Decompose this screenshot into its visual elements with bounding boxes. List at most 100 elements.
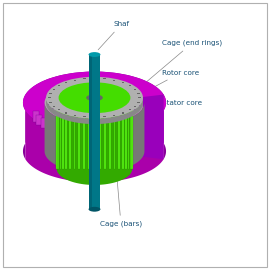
Polygon shape: [93, 101, 96, 169]
Polygon shape: [138, 100, 139, 102]
Polygon shape: [100, 83, 101, 84]
Polygon shape: [113, 115, 115, 116]
Polygon shape: [83, 78, 86, 79]
Polygon shape: [97, 121, 99, 122]
Polygon shape: [113, 80, 115, 81]
Polygon shape: [79, 127, 85, 138]
Polygon shape: [90, 82, 91, 83]
Polygon shape: [137, 96, 139, 97]
Polygon shape: [47, 121, 52, 131]
Ellipse shape: [57, 85, 132, 117]
Polygon shape: [54, 112, 56, 113]
Polygon shape: [132, 92, 133, 93]
Text: Rotor core: Rotor core: [127, 70, 199, 101]
Polygon shape: [137, 93, 140, 94]
Polygon shape: [98, 122, 99, 123]
Polygon shape: [131, 101, 133, 169]
Polygon shape: [53, 108, 55, 109]
Ellipse shape: [89, 52, 100, 57]
Polygon shape: [69, 118, 71, 119]
Polygon shape: [124, 116, 126, 117]
Ellipse shape: [89, 207, 100, 212]
Text: Shaf: Shaf: [98, 21, 129, 50]
Ellipse shape: [59, 82, 130, 113]
Polygon shape: [54, 96, 56, 97]
Polygon shape: [88, 101, 90, 169]
Polygon shape: [65, 101, 67, 169]
Polygon shape: [58, 85, 60, 86]
Polygon shape: [109, 85, 110, 86]
Polygon shape: [131, 113, 132, 114]
Polygon shape: [46, 98, 143, 124]
Polygon shape: [127, 101, 129, 169]
Ellipse shape: [46, 77, 143, 119]
Polygon shape: [72, 86, 74, 87]
Polygon shape: [137, 109, 138, 110]
Polygon shape: [50, 99, 52, 100]
Polygon shape: [77, 121, 79, 122]
Polygon shape: [53, 123, 59, 133]
Polygon shape: [64, 89, 66, 90]
Polygon shape: [53, 106, 55, 107]
Polygon shape: [65, 112, 68, 113]
Polygon shape: [41, 118, 46, 128]
Polygon shape: [71, 86, 73, 87]
Polygon shape: [118, 101, 120, 169]
Polygon shape: [62, 115, 63, 116]
Polygon shape: [125, 101, 127, 169]
Polygon shape: [49, 93, 52, 94]
Polygon shape: [49, 102, 52, 103]
Polygon shape: [90, 83, 92, 84]
Polygon shape: [110, 83, 112, 85]
Ellipse shape: [23, 72, 166, 134]
Polygon shape: [98, 128, 104, 139]
Polygon shape: [58, 109, 60, 110]
Polygon shape: [56, 101, 58, 169]
Polygon shape: [129, 85, 131, 86]
Polygon shape: [89, 128, 94, 139]
Ellipse shape: [45, 81, 144, 124]
Polygon shape: [130, 101, 131, 169]
Polygon shape: [133, 92, 135, 93]
Ellipse shape: [86, 94, 103, 101]
Polygon shape: [104, 101, 106, 169]
Polygon shape: [107, 120, 109, 121]
Polygon shape: [56, 101, 58, 169]
Polygon shape: [133, 109, 135, 110]
Polygon shape: [63, 115, 65, 116]
Polygon shape: [122, 112, 124, 113]
Polygon shape: [100, 84, 101, 85]
Polygon shape: [107, 120, 108, 121]
Polygon shape: [136, 100, 138, 102]
Polygon shape: [114, 101, 116, 169]
Polygon shape: [60, 101, 62, 169]
Polygon shape: [109, 84, 111, 85]
Polygon shape: [137, 105, 139, 106]
Polygon shape: [127, 88, 129, 89]
Polygon shape: [122, 82, 124, 83]
Polygon shape: [74, 80, 76, 81]
Polygon shape: [134, 89, 136, 90]
Polygon shape: [109, 101, 111, 169]
Polygon shape: [89, 55, 92, 209]
Polygon shape: [56, 112, 57, 113]
Polygon shape: [23, 72, 166, 159]
Polygon shape: [57, 112, 59, 113]
Polygon shape: [130, 93, 132, 94]
Polygon shape: [136, 96, 137, 97]
Polygon shape: [93, 78, 96, 79]
Polygon shape: [62, 88, 64, 89]
Polygon shape: [117, 119, 119, 120]
Polygon shape: [52, 95, 54, 96]
Polygon shape: [135, 109, 137, 110]
Polygon shape: [115, 118, 117, 119]
Polygon shape: [52, 108, 53, 109]
Polygon shape: [69, 101, 71, 169]
Polygon shape: [139, 105, 141, 106]
Polygon shape: [60, 116, 62, 117]
Polygon shape: [55, 91, 57, 92]
Polygon shape: [78, 101, 80, 169]
Text: Cage (end rings): Cage (end rings): [131, 40, 222, 94]
Polygon shape: [137, 102, 140, 103]
Polygon shape: [81, 85, 82, 86]
